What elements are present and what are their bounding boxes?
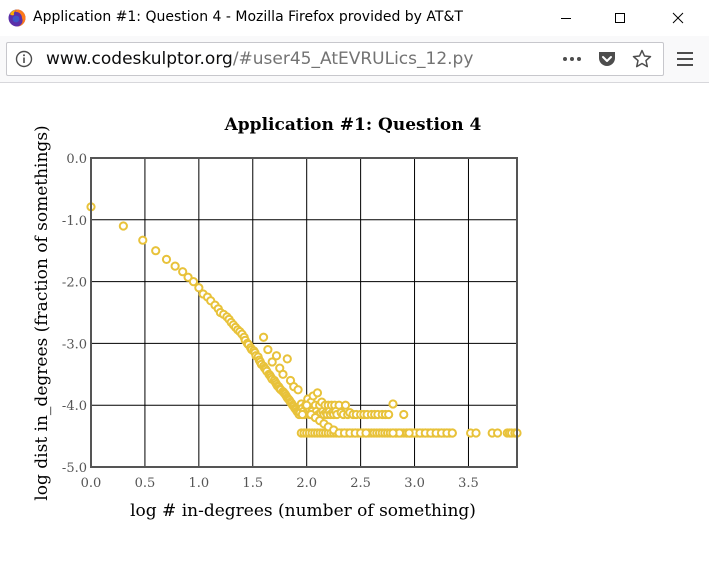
y-tick-label: -3.0 bbox=[62, 337, 87, 352]
info-icon[interactable] bbox=[15, 50, 33, 68]
url-host: www.codeskulptor.org bbox=[46, 49, 233, 69]
data-point bbox=[302, 400, 312, 410]
data-point bbox=[178, 267, 188, 277]
close-button[interactable] bbox=[655, 0, 701, 36]
data-point bbox=[388, 428, 398, 438]
data-point bbox=[267, 357, 277, 367]
x-tick-label: 1.0 bbox=[189, 476, 210, 491]
data-point bbox=[404, 428, 414, 438]
data-point bbox=[471, 428, 481, 438]
data-point bbox=[188, 277, 199, 287]
x-tick-label: 0.0 bbox=[81, 476, 102, 491]
url-path: /#user45_AtEVRULics_12.py bbox=[232, 49, 474, 69]
x-axis-label: log # in-degrees (number of something) bbox=[130, 501, 476, 521]
maximize-button[interactable] bbox=[597, 0, 643, 36]
data-points bbox=[86, 202, 522, 438]
data-point bbox=[271, 351, 282, 361]
data-point bbox=[361, 428, 371, 438]
data-point bbox=[293, 385, 303, 395]
data-point bbox=[399, 409, 409, 420]
close-icon bbox=[672, 12, 684, 24]
y-tick-label: -1.0 bbox=[62, 214, 87, 229]
data-point bbox=[340, 400, 351, 410]
firefox-logo-icon bbox=[8, 9, 26, 27]
x-tick-label: 3.0 bbox=[404, 476, 425, 491]
data-point bbox=[138, 235, 148, 245]
y-tick-label: 0.0 bbox=[66, 152, 87, 167]
x-tick-label: 2.5 bbox=[350, 476, 371, 491]
data-point bbox=[258, 332, 269, 342]
chart-grid bbox=[90, 157, 517, 468]
minimize-button[interactable] bbox=[543, 0, 589, 36]
y-tick-label: -4.0 bbox=[62, 399, 87, 414]
navigation-bar: www.codeskulptor.org/#user45_AtEVRULics_… bbox=[0, 36, 709, 83]
data-point bbox=[447, 428, 457, 438]
window-title: Application #1: Question 4 - Mozilla Fir… bbox=[33, 9, 463, 25]
pocket-icon[interactable] bbox=[597, 50, 617, 68]
plot-frame bbox=[90, 157, 518, 468]
window-titlebar: Application #1: Question 4 - Mozilla Fir… bbox=[0, 0, 709, 36]
data-point bbox=[118, 221, 128, 231]
x-axis-ticks: 0.0 0.5 1.0 1.5 2.0 2.5 3.0 3.5 bbox=[81, 476, 479, 491]
y-tick-label: -2.0 bbox=[62, 276, 87, 291]
data-point bbox=[161, 254, 172, 264]
x-tick-label: 1.5 bbox=[242, 476, 263, 491]
x-tick-label: 2.0 bbox=[296, 476, 317, 491]
y-tick-label: -5.0 bbox=[62, 461, 87, 476]
minimize-icon bbox=[561, 18, 571, 19]
page-content: Application #1: Question 4 0.0 0.5 1.0 1.5 2… bbox=[0, 83, 709, 576]
page-actions-icon[interactable] bbox=[560, 50, 584, 68]
data-point bbox=[151, 246, 161, 256]
data-point bbox=[263, 344, 273, 355]
data-point bbox=[297, 409, 307, 420]
data-point bbox=[170, 261, 180, 271]
data-point bbox=[384, 409, 394, 420]
scatter-chart: Application #1: Question 4 0.0 0.5 1.0 1.5 2… bbox=[32, 115, 522, 521]
data-point bbox=[282, 354, 292, 364]
chart-title: Application #1: Question 4 bbox=[224, 115, 482, 135]
data-point bbox=[388, 399, 398, 409]
hamburger-menu-icon[interactable] bbox=[676, 51, 694, 67]
bookmark-star-icon[interactable] bbox=[632, 49, 652, 69]
x-tick-label: 0.5 bbox=[135, 476, 156, 491]
url-text[interactable]: www.codeskulptor.org/#user45_AtEVRULics_… bbox=[46, 49, 473, 69]
data-point bbox=[492, 428, 503, 438]
y-axis-ticks: 0.0 -1.0 -2.0 -3.0 -4.0 -5.0 bbox=[62, 152, 87, 476]
data-point bbox=[194, 283, 204, 293]
data-point bbox=[278, 369, 288, 379]
maximize-icon bbox=[615, 13, 625, 23]
y-axis-label: log dist in_degrees (fraction of somethi… bbox=[32, 125, 52, 500]
data-point bbox=[312, 388, 323, 398]
url-bar[interactable]: www.codeskulptor.org/#user45_AtEVRULics_… bbox=[6, 42, 664, 76]
x-tick-label: 3.5 bbox=[458, 476, 479, 491]
